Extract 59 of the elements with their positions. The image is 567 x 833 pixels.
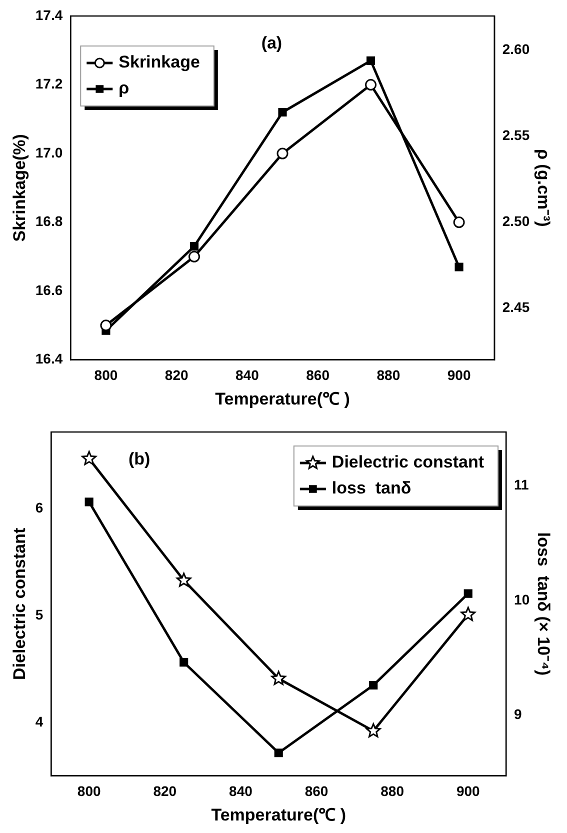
y2-axis-title: loss tanδ (× 10⁻⁴)	[534, 532, 554, 676]
point	[460, 606, 476, 621]
point	[82, 450, 96, 466]
legend-label: Skrinkage	[118, 52, 200, 72]
x-tick-label: 820	[153, 783, 177, 800]
legend-label: Dielectric constant	[332, 452, 484, 472]
point	[176, 572, 192, 587]
x-tick-label: 860	[306, 367, 330, 384]
y2-tick-label: 2.55	[502, 127, 530, 144]
x-tick-label: 880	[376, 367, 400, 384]
x-tick-label: 840	[229, 783, 253, 800]
point	[271, 670, 286, 686]
point	[276, 148, 288, 160]
y-tick-label: 16.4	[35, 350, 63, 367]
point	[274, 748, 283, 758]
point	[180, 658, 188, 667]
y-tick-label: 4	[35, 713, 44, 730]
point	[454, 262, 464, 272]
x-tick-label: 840	[236, 367, 260, 384]
x-axis-title: Temperature(℃ )	[211, 805, 346, 824]
x-tick-label: 900	[447, 367, 471, 384]
x-tick-label: 860	[304, 783, 328, 800]
point	[464, 589, 472, 598]
point	[366, 723, 381, 738]
y-tick-label: 17.4	[35, 6, 63, 23]
y-tick-label: 17.2	[35, 76, 63, 92]
x-tick-label: 800	[94, 367, 118, 384]
y2-tick-label: 11	[514, 476, 530, 493]
point	[84, 498, 94, 506]
y2-tick-label: 2.60	[502, 41, 530, 58]
y2-axis-title: ρ (g.cm⁻³)	[534, 148, 554, 227]
point	[278, 108, 287, 117]
x-axis-title: Temperature(℃ )	[215, 389, 350, 408]
point	[100, 320, 112, 332]
annotation: (a)	[261, 34, 282, 53]
annotation: (b)	[128, 450, 150, 469]
point	[365, 79, 377, 91]
x-tick-label: 800	[77, 783, 101, 800]
y2-tick-label: 10	[514, 591, 530, 608]
x-tick-label: 880	[380, 783, 404, 800]
point	[190, 242, 199, 251]
x-tick-label: 900	[456, 783, 480, 800]
y-tick-label: 5	[35, 606, 44, 623]
legend-label: loss tanδ	[332, 478, 412, 498]
y2-tick-label: 9	[514, 706, 522, 722]
y-tick-label: 6	[35, 500, 44, 516]
legend-label: ρ	[118, 78, 130, 98]
y2-tick-label: 2.50	[502, 213, 530, 230]
y-tick-label: 16.8	[35, 213, 63, 230]
y-axis-title: Skrinkage(%)	[10, 134, 29, 242]
y-axis-title: Dielectric constant	[10, 528, 29, 680]
y-tick-label: 16.6	[35, 282, 63, 298]
point	[369, 680, 378, 690]
point	[366, 56, 376, 65]
x-tick-label: 820	[164, 367, 188, 384]
y2-tick-label: 2.45	[502, 299, 530, 316]
point	[188, 250, 200, 262]
y-tick-label: 17.0	[35, 144, 63, 160]
point	[453, 216, 465, 228]
